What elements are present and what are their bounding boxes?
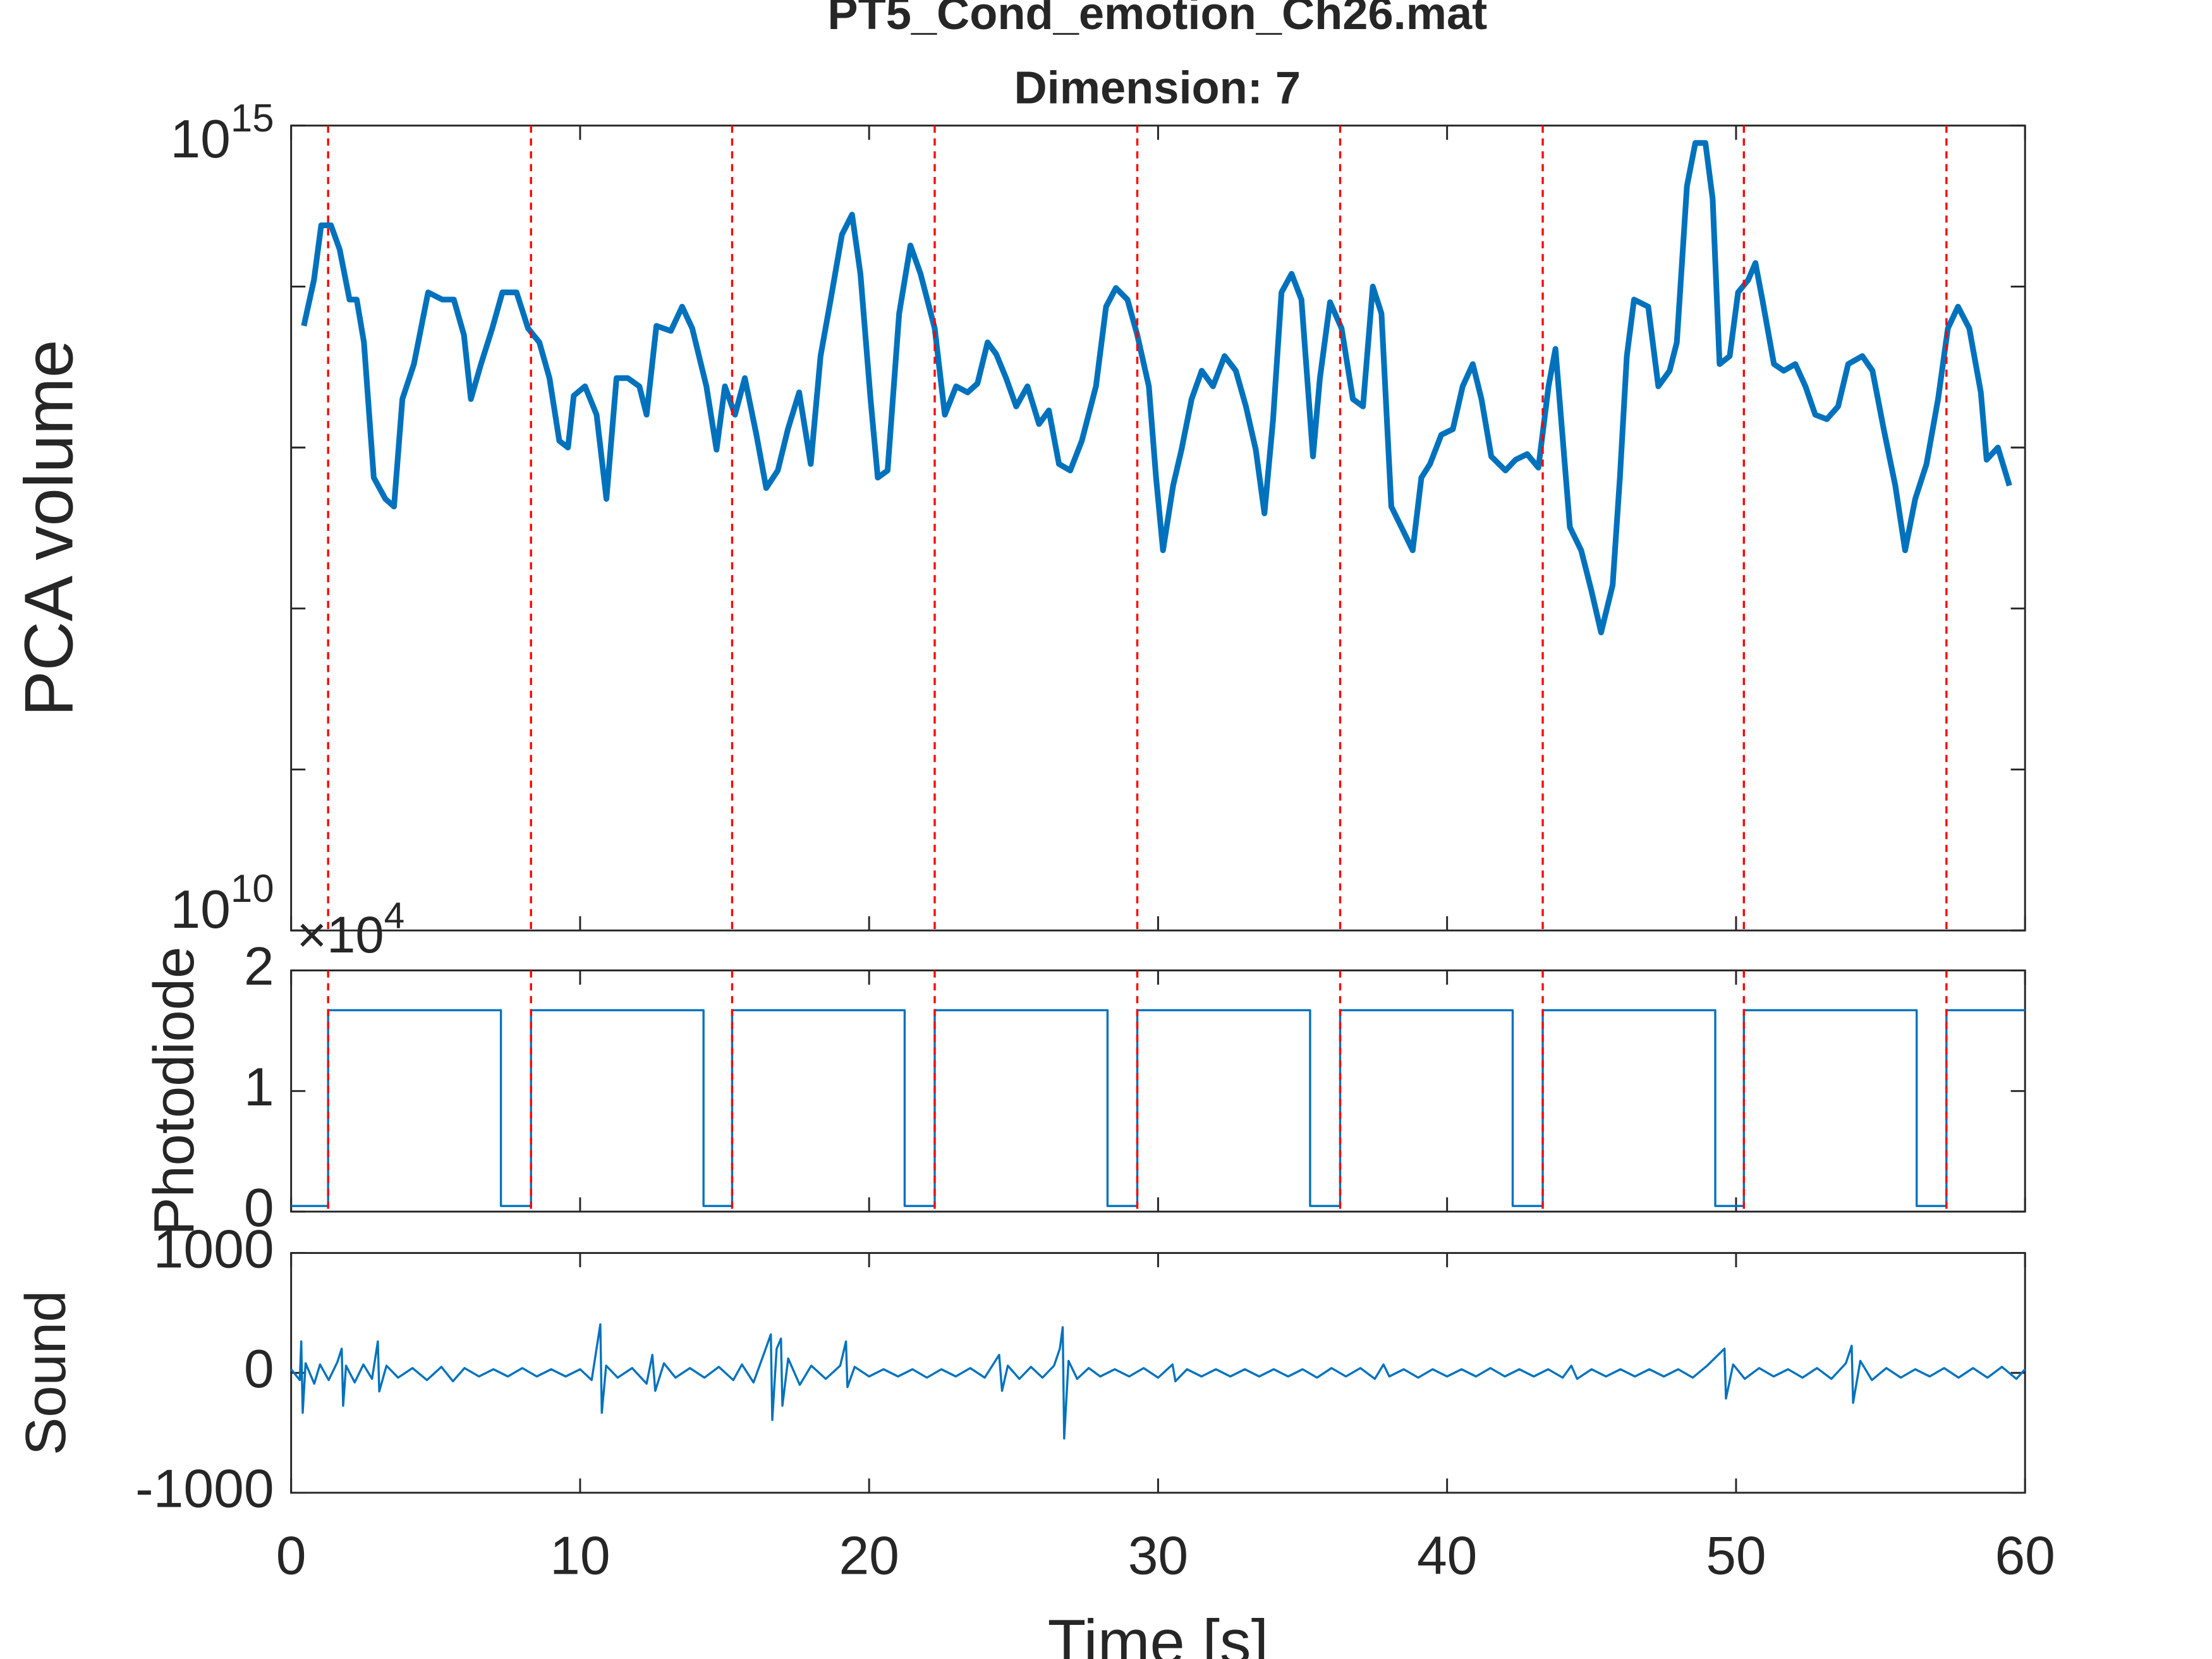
y-multiplier: ×104 (297, 896, 404, 964)
x-tick-label: 50 (1706, 1526, 1766, 1586)
data-line (291, 1009, 2026, 1207)
y-axis-label: PCA volume (10, 339, 87, 716)
chart-title: PT5_Cond_emotion_Ch26.mat (827, 0, 1487, 39)
data-line (301, 140, 2012, 636)
y-tick-label: 1015 (170, 97, 274, 169)
x-tick-label: 40 (1417, 1526, 1477, 1586)
data-line (290, 1323, 2026, 1440)
x-tick-label: 30 (1128, 1526, 1188, 1586)
y-axis-label: Sound (14, 1291, 78, 1455)
y-tick-label: 2 (244, 936, 274, 997)
y-tick-label: 1000 (154, 1218, 274, 1279)
x-tick-label: 20 (839, 1526, 899, 1586)
chart-subtitle: Dimension: 7 (1014, 63, 1301, 114)
x-tick-label: 60 (1995, 1526, 2055, 1586)
y-tick-label: 0 (244, 1177, 274, 1238)
y-tick-label: 1010 (170, 867, 274, 939)
x-axis-label: Time [s] (1048, 1607, 1269, 1659)
axes-box (290, 1252, 2026, 1494)
y-tick-label: 1 (244, 1057, 274, 1117)
x-tick-label: 0 (276, 1526, 307, 1586)
axes-box (290, 969, 2026, 1213)
x-tick-label: 10 (550, 1526, 610, 1586)
y-tick-label: 0 (244, 1339, 274, 1399)
y-tick-label: -1000 (135, 1459, 274, 1519)
y-axis-label: Photodiode (142, 947, 206, 1236)
